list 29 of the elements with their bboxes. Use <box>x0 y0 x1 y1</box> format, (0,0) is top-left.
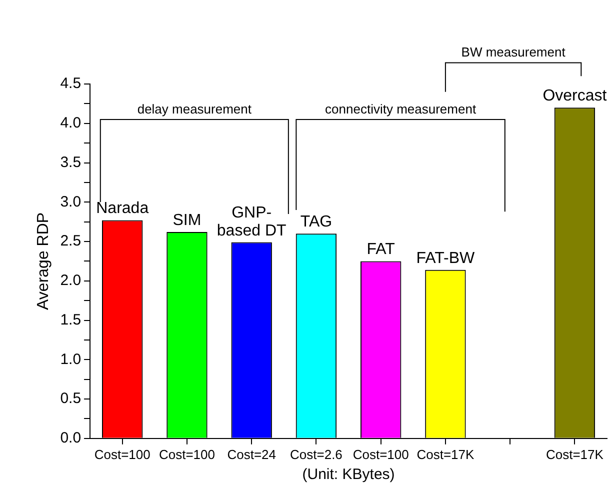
y-tick-label: 4.5 <box>60 75 82 92</box>
x-axis-title: (Unit: KBytes) <box>302 466 395 484</box>
series-label: TAG <box>300 214 332 231</box>
y-axis-title: Average RDP <box>35 212 52 310</box>
y-tick-label: 3.0 <box>60 193 82 210</box>
series-label: Narada <box>96 200 149 218</box>
x-tick-label: Cost=17K <box>546 446 604 462</box>
y-tick-label: 1.0 <box>60 350 82 368</box>
annotation: connectivity measurement <box>325 101 476 116</box>
y-tick-label: 0.5 <box>60 390 82 408</box>
x-tick-label: Cost=100 <box>352 446 409 462</box>
x-tick-label: Cost=2.6 <box>290 446 342 462</box>
series-label: SIM <box>172 212 202 230</box>
series-label: Overcast <box>542 88 608 105</box>
x-tick-label: Cost=17K <box>416 446 475 462</box>
annotation: delay measurement <box>137 101 252 116</box>
y-tick-label: 3.5 <box>60 154 82 171</box>
series-label: FAT <box>366 241 396 258</box>
series-label: FAT-BW <box>416 250 476 267</box>
x-tick-label: Cost=24 <box>227 446 276 462</box>
y-tick-label: 1.5 <box>60 311 82 328</box>
x-tick-label: Cost=100 <box>94 446 150 462</box>
y-tick-label: 2.5 <box>60 232 82 250</box>
y-tick-label: 4.0 <box>60 114 82 132</box>
x-tick-label: Cost=100 <box>158 446 215 462</box>
y-tick-label: 0.0 <box>60 430 82 447</box>
y-tick-label: 2.0 <box>60 272 82 290</box>
text: BW measurement <box>461 44 566 60</box>
series-label: GNP-based DT <box>216 204 287 240</box>
